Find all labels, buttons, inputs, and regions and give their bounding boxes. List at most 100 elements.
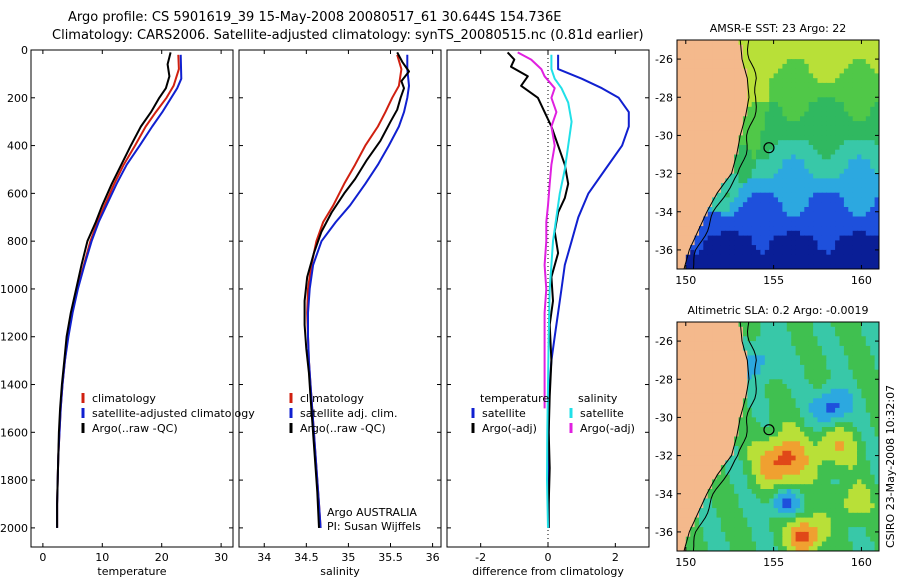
heatmap-cell [795,54,801,60]
heatmap-cell [734,493,740,500]
heatmap-cell [720,168,726,175]
heatmap-cell [874,455,879,461]
heatmap-cell [773,455,779,461]
heatmap-cell [791,159,797,165]
heatmap-cell [808,59,814,65]
heatmap-cell [685,427,691,433]
heatmap-cell [791,235,797,241]
heatmap-cell [804,393,810,399]
heatmap-cell [716,221,722,227]
heatmap-cell [773,164,779,170]
heatmap-cell [782,388,788,395]
heatmap-cell [769,154,775,160]
heatmap-cell [694,135,700,141]
heatmap-cell [707,40,713,46]
heatmap-cell [756,322,761,328]
heatmap-cell [699,393,704,399]
heatmap-cell [734,345,740,352]
heatmap-cell [826,164,832,170]
heatmap-cell [699,508,704,514]
heatmap-cell [703,326,709,333]
heatmap-cell [778,331,783,337]
x-tick-label: 34.5 [294,551,319,564]
heatmap-cell [751,546,757,551]
heatmap-cell [782,379,788,385]
heatmap-cell [848,202,854,208]
heatmap-cell [769,455,775,461]
heatmap-cell [782,183,788,189]
heatmap-cell [685,503,691,509]
heatmap-cell [729,192,735,199]
heatmap-cell [835,326,841,333]
heatmap-cell [699,259,704,265]
heatmap-cell [699,441,704,447]
heatmap-cell [865,341,871,347]
heatmap-cell [795,489,801,495]
heatmap-cell [769,221,775,227]
heatmap-cell [870,102,876,108]
heatmap-cell [707,154,713,160]
heatmap-cell [734,168,740,175]
heatmap-cell [764,489,770,495]
heatmap-cell [835,360,841,366]
heatmap-cell [874,431,879,438]
heatmap-cell [778,159,783,165]
heatmap-cell [677,130,682,136]
heatmap-cell [773,345,779,352]
heatmap-cell [760,427,766,433]
heatmap-cell [830,350,836,356]
heatmap-cell [756,350,761,356]
heatmap-cell [769,192,775,199]
heatmap-cell [756,479,761,485]
heatmap-cell [861,164,867,170]
heatmap-cell [782,173,788,179]
heatmap-cell [826,78,832,84]
heatmap-cell [725,350,731,356]
heatmap-cell [716,49,722,55]
heatmap-cell [720,474,726,481]
heatmap-cell [677,546,682,551]
heatmap-cell [681,498,687,504]
heatmap-cell [685,168,691,175]
heatmap-cell [729,92,735,98]
heatmap-cell [703,145,709,151]
plot-frame [238,49,442,548]
heatmap-cell [742,130,748,136]
heatmap-cell [830,489,836,495]
heatmap-cell [677,393,682,399]
heatmap-cell [751,498,757,504]
heatmap-cell [699,541,704,547]
heatmap-cell [826,125,832,132]
heatmap-cell [720,364,726,371]
heatmap-cell [821,40,827,46]
heatmap-cell [729,230,735,237]
heatmap-cell [865,87,871,94]
heatmap-cell [694,140,700,146]
heatmap-cell [773,431,779,438]
heatmap-cell [712,73,718,79]
heatmap-cell [694,197,700,203]
heatmap-cell [699,211,704,218]
heatmap-cell [791,125,797,132]
heatmap-cell [813,192,819,199]
heatmap-cell [738,40,744,46]
heatmap-cell [800,249,805,256]
heatmap-cell [725,388,731,395]
heatmap-cell [720,164,726,170]
heatmap-cell [839,469,845,476]
heatmap-cell [861,59,867,65]
heatmap-cell [738,116,744,122]
heatmap-cell [751,254,757,261]
heatmap-cell [830,249,836,256]
heatmap-cell [756,259,761,265]
heatmap-cell [839,441,845,447]
heatmap-cell [694,40,700,46]
heatmap-cell [857,522,862,528]
heatmap-cell [782,111,788,117]
heatmap-cell [817,125,823,132]
heatmap-cell [707,355,713,361]
heatmap-cell [751,450,757,457]
heatmap-cell [848,111,854,117]
series-line-satellite [547,54,630,528]
